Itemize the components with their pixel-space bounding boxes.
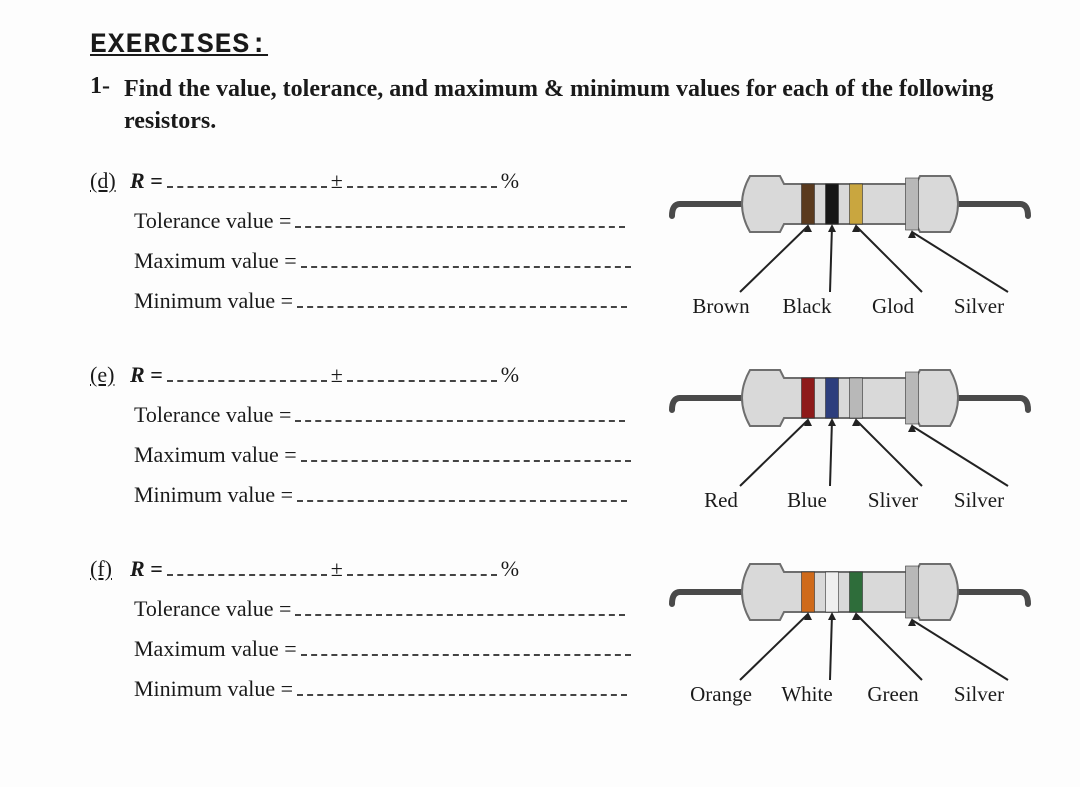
max-label: Maximum value = [134,636,297,661]
tol-label: Tolerance value = [134,596,291,621]
max-blank[interactable] [301,447,631,462]
pct-symbol: % [501,362,519,387]
prompt-text: Find the value, tolerance, and maximum &… [124,73,1030,138]
band-labels: Red Blue Sliver Silver [660,488,1040,513]
band-label: Sliver [858,488,928,513]
tol-blank[interactable] [295,407,625,422]
exercise-fields: (e)R = ±% Tolerance value = Maximum value =… [90,360,650,522]
pm-symbol: ± [331,556,343,581]
tol-line: Tolerance value = [90,208,650,234]
resistor-figure: Orange White Green Silver [660,554,1040,724]
min-line: Minimum value = [90,482,650,508]
band-label: White [772,682,842,707]
page: EXERCISES: 1- Find the value, tolerance,… [0,0,1080,787]
max-blank[interactable] [301,253,631,268]
tol-label: Tolerance value = [134,208,291,233]
max-label: Maximum value = [134,442,297,467]
min-label: Minimum value = [134,676,293,701]
max-line: Maximum value = [90,636,650,662]
exercise: (f)R = ±% Tolerance value = Maximum value =… [90,554,1030,724]
tol-blank[interactable] [295,601,625,616]
band-label: Silver [944,488,1014,513]
min-blank[interactable] [297,681,627,696]
pct-symbol: % [501,168,519,193]
max-label: Maximum value = [134,248,297,273]
min-line: Minimum value = [90,676,650,702]
band-label: Black [772,294,842,319]
min-blank[interactable] [297,293,627,308]
exercise: (d)R = ±% Tolerance value = Maximum value =… [90,166,1030,336]
r-line: (f)R = ±% [90,556,650,582]
section-title: EXERCISES: [90,30,1030,61]
tol-blank[interactable] [295,213,625,228]
resistor-figure-container: Brown Black Glod Silver [650,166,1040,336]
tol-line: Tolerance value = [90,402,650,428]
exercise-fields: (d)R = ±% Tolerance value = Maximum value =… [90,166,650,328]
min-line: Minimum value = [90,288,650,314]
band-labels: Brown Black Glod Silver [660,294,1040,319]
band-label: Silver [944,294,1014,319]
max-line: Maximum value = [90,442,650,468]
resistor-figure-container: Orange White Green Silver [650,554,1040,724]
r-label: R = [130,362,163,387]
max-blank[interactable] [301,641,631,656]
prompt: 1- Find the value, tolerance, and maximu… [90,73,1030,138]
exercise: (e)R = ±% Tolerance value = Maximum value =… [90,360,1030,530]
exercise-fields: (f)R = ±% Tolerance value = Maximum value =… [90,554,650,716]
r-label: R = [130,556,163,581]
r-value-blank[interactable] [167,173,327,188]
exercise-tag: (d) [90,168,130,194]
min-blank[interactable] [297,487,627,502]
resistor-figure-container: Red Blue Sliver Silver [650,360,1040,530]
pm-symbol: ± [331,362,343,387]
band-label: Orange [686,682,756,707]
min-label: Minimum value = [134,288,293,313]
band-label: Green [858,682,928,707]
max-line: Maximum value = [90,248,650,274]
pm-symbol: ± [331,168,343,193]
r-value-blank[interactable] [167,561,327,576]
min-label: Minimum value = [134,482,293,507]
band-label: Blue [772,488,842,513]
band-label: Red [686,488,756,513]
band-label: Glod [858,294,928,319]
resistor-figure: Red Blue Sliver Silver [660,360,1040,530]
band-labels: Orange White Green Silver [660,682,1040,707]
exercise-tag: (e) [90,362,130,388]
r-tol-blank[interactable] [347,173,497,188]
band-label: Brown [686,294,756,319]
band-label: Silver [944,682,1014,707]
exercise-tag: (f) [90,556,130,582]
r-tol-blank[interactable] [347,367,497,382]
resistor-figure: Brown Black Glod Silver [660,166,1040,336]
r-tol-blank[interactable] [347,561,497,576]
r-line: (e)R = ±% [90,362,650,388]
r-value-blank[interactable] [167,367,327,382]
tol-label: Tolerance value = [134,402,291,427]
r-label: R = [130,168,163,193]
tol-line: Tolerance value = [90,596,650,622]
exercise-list: (d)R =±%Tolerance value =Maximum value =… [90,166,1030,724]
prompt-number: 1- [90,73,124,100]
pct-symbol: % [501,556,519,581]
r-line: (d)R = ±% [90,168,650,194]
